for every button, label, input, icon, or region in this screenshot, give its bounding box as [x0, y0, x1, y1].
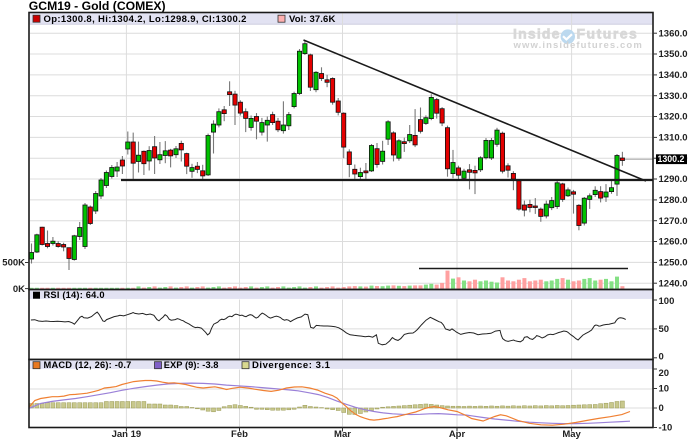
svg-text:10: 10: [659, 384, 670, 395]
svg-text:Mar: Mar: [334, 429, 351, 440]
svg-text:1350.0: 1350.0: [659, 49, 688, 60]
svg-text:-10: -10: [659, 423, 673, 434]
svg-text:Apr: Apr: [449, 429, 466, 440]
svg-text:1320.0: 1320.0: [659, 112, 688, 123]
svg-text:1360.0: 1360.0: [659, 28, 688, 39]
svg-text:www.insidefutures.com: www.insidefutures.com: [513, 40, 643, 51]
svg-text:MACD (12, 26): -0.7: MACD (12, 26): -0.7: [44, 360, 132, 370]
svg-text:500K: 500K: [2, 258, 25, 269]
svg-text:1280.0: 1280.0: [659, 195, 688, 206]
svg-text:Vol: 37.6K: Vol: 37.6K: [289, 14, 335, 25]
svg-text:Inside: Inside: [513, 25, 561, 41]
svg-text:1240.0: 1240.0: [659, 278, 688, 289]
svg-text:GCM19 - Gold (COMEX): GCM19 - Gold (COMEX): [29, 0, 166, 13]
svg-text:1300.2: 1300.2: [658, 154, 685, 164]
svg-text:1290.0: 1290.0: [659, 174, 688, 185]
svg-text:RSI (14): 64.0: RSI (14): 64.0: [44, 290, 105, 300]
svg-text:1340.0: 1340.0: [659, 70, 688, 81]
svg-text:0K: 0K: [13, 284, 25, 295]
svg-text:20: 20: [659, 368, 670, 379]
svg-text:1310.0: 1310.0: [659, 133, 688, 144]
svg-text:Futures: Futures: [577, 25, 639, 41]
svg-text:Jan 19: Jan 19: [112, 429, 142, 440]
svg-text:EXP (9): -3.8: EXP (9): -3.8: [164, 360, 219, 370]
svg-text:0: 0: [659, 403, 664, 414]
svg-text:100: 100: [659, 296, 675, 307]
svg-text:Op:1300.8, Hi:1304.2, Lo:1298.: Op:1300.8, Hi:1304.2, Lo:1298.9, Cl:1300…: [44, 14, 247, 25]
svg-text:Feb: Feb: [231, 429, 248, 440]
svg-text:0: 0: [659, 352, 664, 363]
svg-text:Divergence: 3.1: Divergence: 3.1: [252, 360, 331, 371]
svg-text:1330.0: 1330.0: [659, 91, 688, 102]
svg-text:May: May: [562, 429, 581, 440]
svg-text:1270.0: 1270.0: [659, 216, 688, 227]
svg-text:1260.0: 1260.0: [659, 237, 688, 248]
svg-text:50: 50: [659, 324, 670, 335]
svg-text:1250.0: 1250.0: [659, 258, 688, 269]
